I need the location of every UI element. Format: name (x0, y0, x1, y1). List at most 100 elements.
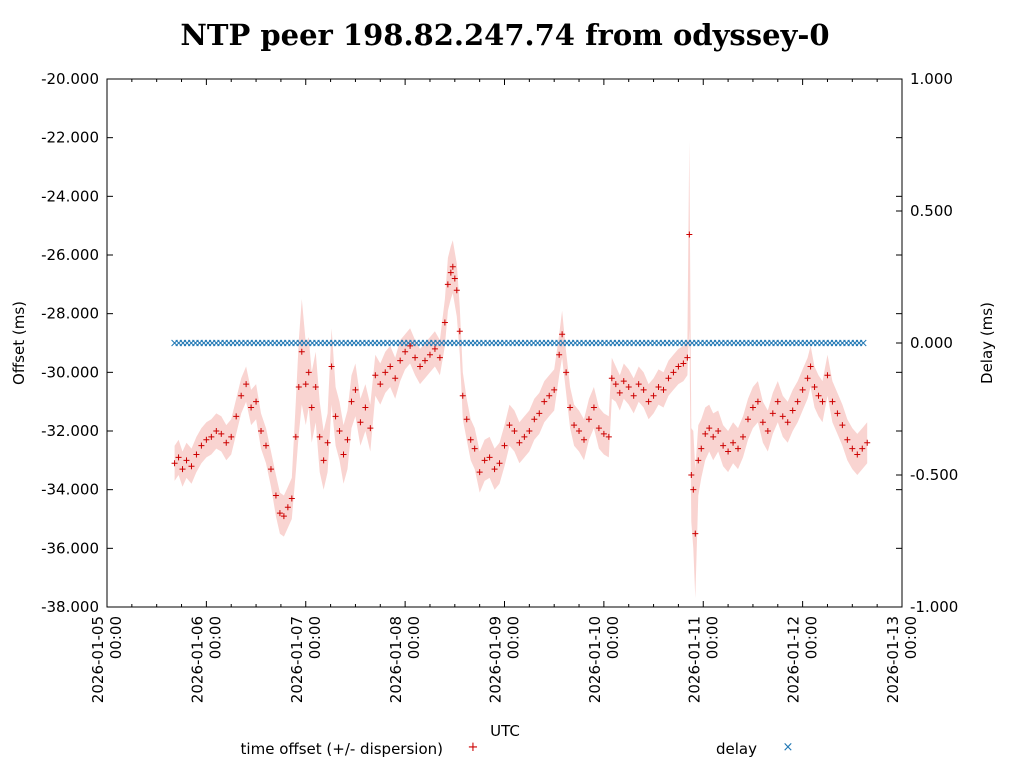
x-tick-time: 00:00 (902, 616, 920, 659)
offset-point (595, 425, 602, 432)
delay-series (171, 339, 867, 347)
offset-point (692, 530, 699, 537)
offset-point (807, 363, 814, 370)
x-tick-time: 00:00 (306, 616, 324, 659)
offset-point (774, 398, 781, 405)
y2-tick-label: 1.000 (910, 70, 953, 88)
offset-point (516, 439, 523, 446)
offset-point (600, 430, 607, 437)
offset-point (725, 448, 732, 455)
offset-point (680, 360, 687, 367)
offset-point (352, 386, 359, 393)
offset-point (720, 442, 727, 449)
offset-point (382, 369, 389, 376)
y-tick-label: -28.000 (41, 305, 99, 323)
offset-point (441, 319, 448, 326)
offset-point (238, 392, 245, 399)
offset-point (784, 419, 791, 426)
y-tick-label: -32.000 (41, 422, 99, 440)
offset-point (605, 433, 612, 440)
offset-point (710, 433, 717, 440)
offset-point (715, 428, 722, 434)
offset-point (471, 445, 478, 452)
offset-point (536, 410, 543, 417)
offset-point (171, 460, 178, 467)
offset-point (799, 386, 806, 393)
offset-point (284, 504, 291, 511)
offset-point (367, 425, 374, 432)
offset-point (824, 372, 831, 379)
offset-point (754, 398, 761, 405)
x-axis-label: UTC (490, 722, 520, 740)
offset-point (608, 375, 615, 382)
offset-point (688, 472, 695, 478)
offset-point (563, 369, 570, 376)
offset-point (849, 445, 856, 452)
x-axis: 2026-01-05 00:00 2026-01-06 00:00 2026-01-07… (89, 79, 920, 703)
x-tick-time: 00:00 (505, 616, 523, 659)
offset-point (203, 436, 210, 443)
offset-point (476, 469, 483, 476)
offset-point (193, 451, 200, 458)
legend-offset-marker: + (468, 740, 479, 755)
offset-point (665, 375, 672, 382)
offset-point (276, 510, 283, 517)
offset-point (730, 439, 737, 446)
offset-point (417, 363, 424, 370)
offset-point (506, 422, 513, 429)
offset-point (706, 425, 713, 432)
offset-point (302, 381, 309, 388)
x-tick-time: 00:00 (405, 616, 423, 659)
offset-point (769, 410, 776, 417)
offset-point (444, 281, 451, 288)
x-tick-date: 2026-01-05 (89, 616, 107, 703)
offset-point (316, 433, 323, 440)
offset-point (362, 404, 369, 411)
offset-point (263, 442, 269, 449)
x-tick-date: 2026-01-08 (387, 616, 405, 703)
x-tick-date: 2026-01-09 (487, 616, 505, 703)
offset-point (546, 392, 553, 399)
offset-point (377, 381, 384, 388)
offset-point (456, 328, 463, 335)
offset-point (501, 442, 508, 449)
y-axis-label: Offset (ms) (10, 301, 28, 385)
y-tick-label: -30.000 (41, 363, 99, 381)
offset-point (320, 457, 327, 464)
offset-point (402, 348, 409, 355)
offset-point (576, 428, 583, 434)
offset-point (749, 404, 756, 411)
x-tick-time: 00:00 (604, 616, 622, 659)
offset-point (804, 375, 811, 382)
offset-point (228, 433, 235, 440)
offset-point (612, 381, 619, 388)
offset-point (616, 389, 623, 396)
x-tick-date: 2026-01-12 (785, 616, 803, 703)
offset-point (183, 457, 190, 464)
offset-point (630, 392, 637, 399)
offset-point (551, 386, 558, 393)
offset-point (655, 384, 662, 390)
x-tick-date: 2026-01-11 (685, 616, 703, 703)
offset-point (422, 357, 428, 364)
legend-delay-marker: × (783, 740, 794, 755)
offset-point (258, 428, 265, 434)
offset-point (640, 386, 647, 393)
offset-point (324, 439, 331, 446)
offset-point (344, 436, 351, 443)
offset-point (340, 451, 347, 458)
offset-point (789, 407, 796, 414)
offset-point (531, 416, 538, 423)
offset-point (481, 457, 488, 464)
x-tick-date: 2026-01-07 (288, 616, 306, 703)
offset-point (854, 451, 861, 458)
offset-point (819, 398, 826, 405)
offset-point (397, 357, 404, 364)
offset-point (571, 422, 578, 429)
offset-point (764, 428, 771, 434)
y-axis-left: -20.000 -22.000 -24.000 -26.000 -28.000 -30.0… (41, 70, 902, 616)
x-tick-date: 2026-01-13 (884, 616, 902, 703)
offset-point (670, 369, 677, 376)
x-tick-date: 2026-01-06 (188, 616, 206, 703)
